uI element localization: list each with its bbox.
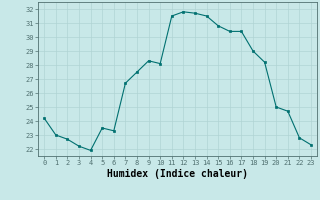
X-axis label: Humidex (Indice chaleur): Humidex (Indice chaleur) (107, 169, 248, 179)
